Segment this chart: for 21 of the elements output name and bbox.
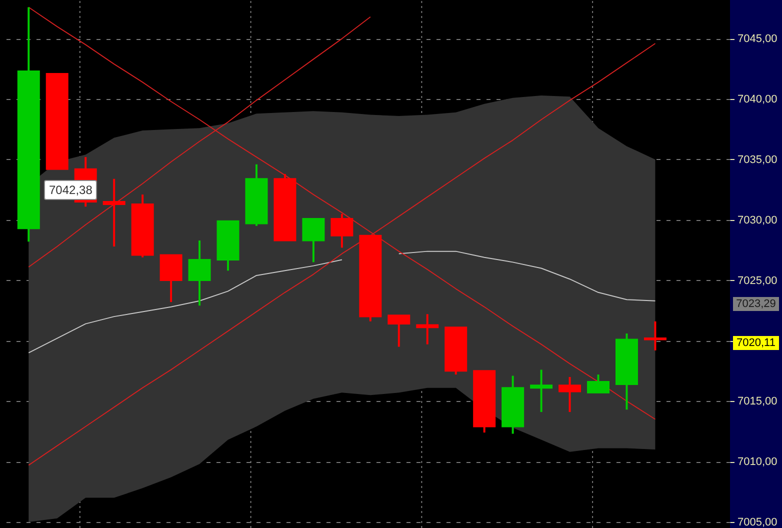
candlestick <box>558 376 582 414</box>
text: 7020,11 <box>733 336 779 350</box>
candlestick <box>587 374 610 394</box>
candlestick <box>330 212 354 249</box>
annotation: 7042,38 <box>44 180 98 200</box>
candlestick <box>644 320 666 352</box>
candlestick <box>102 178 126 248</box>
text: 7023,29 <box>733 297 779 311</box>
y-tick-label: 7045,00 <box>738 33 778 46</box>
y-tick-label: 7025,00 <box>738 274 778 287</box>
y-tick-label: 7035,00 <box>738 154 778 166</box>
candlestick <box>388 314 410 348</box>
candlestick <box>416 313 439 346</box>
candlestick <box>530 368 553 414</box>
y-tick-label: 7015,00 <box>738 396 778 408</box>
candlestick <box>302 218 325 264</box>
candlestick <box>188 239 211 307</box>
y-tick-label: 7010,00 <box>738 456 778 468</box>
y-tick-label: 7030,00 <box>738 214 778 226</box>
y-tick-label: 7040,00 <box>738 94 778 106</box>
y-tick-label: 7005,00 <box>738 516 778 528</box>
